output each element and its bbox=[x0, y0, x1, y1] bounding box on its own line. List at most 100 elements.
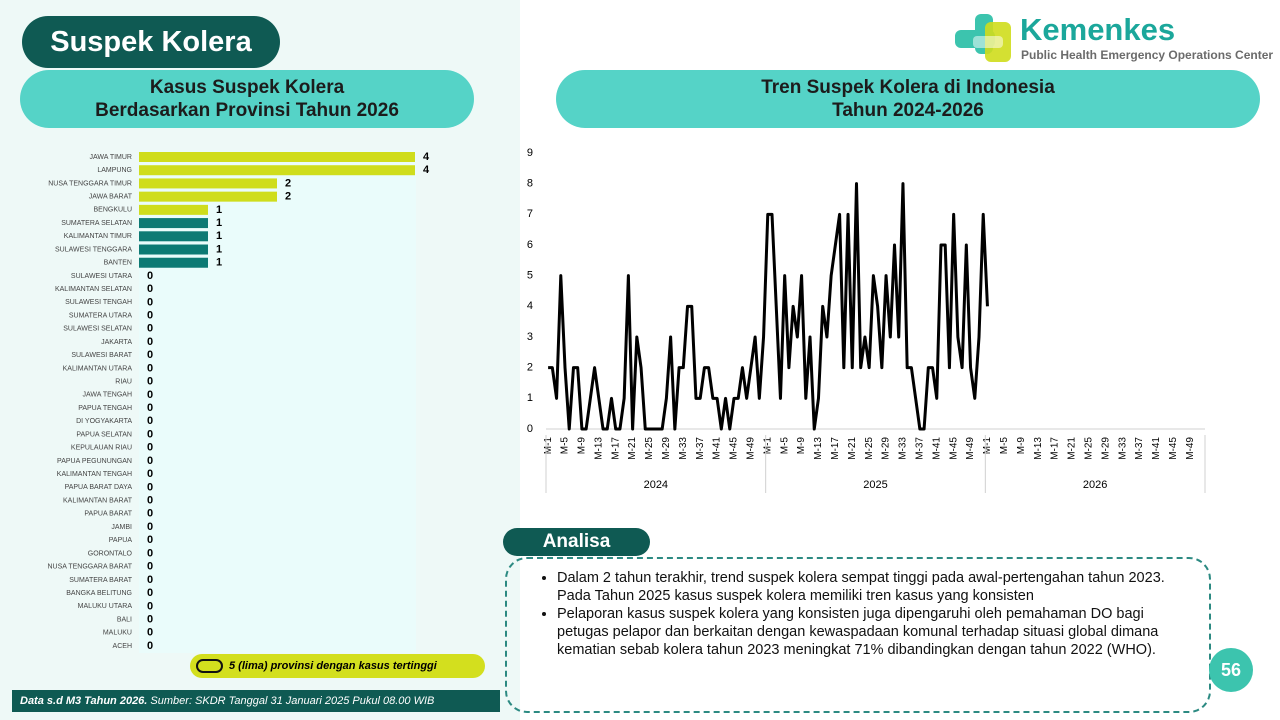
data-label: 0 bbox=[147, 428, 153, 440]
y-tick-label: KEPULAUAN RIAU bbox=[71, 445, 132, 452]
x-tick-label: M-41 bbox=[712, 437, 723, 460]
data-label: 0 bbox=[147, 613, 153, 625]
x-tick-label: M-41 bbox=[931, 437, 942, 460]
bar-chart-title: Kasus Suspek Kolera Berdasarkan Provinsi… bbox=[20, 70, 474, 128]
y-tick-label: KALIMANTAN UTARA bbox=[63, 365, 133, 372]
footer-bold: Data s.d M3 Tahun 2026. bbox=[20, 695, 148, 707]
data-label: 4 bbox=[423, 151, 430, 163]
data-label: 0 bbox=[147, 481, 153, 493]
data-label: 0 bbox=[147, 362, 153, 374]
data-label: 0 bbox=[147, 627, 153, 639]
x-tick-label: M-5 bbox=[999, 437, 1010, 455]
title-line: Berdasarkan Provinsi Tahun 2026 bbox=[95, 100, 399, 121]
x-tick-label: M-29 bbox=[661, 437, 672, 460]
legend-pill bbox=[190, 654, 485, 678]
data-label: 0 bbox=[147, 547, 153, 559]
data-label: 0 bbox=[147, 336, 153, 348]
y-tick-label: 9 bbox=[527, 147, 533, 159]
y-tick-label: KALIMANTAN TIMUR bbox=[64, 233, 132, 240]
data-label: 0 bbox=[147, 415, 153, 427]
legend-symbol bbox=[196, 659, 223, 673]
analysis-list: Dalam 2 tahun terakhir, trend suspek kol… bbox=[537, 569, 1191, 659]
x-tick-label: M-41 bbox=[1151, 437, 1162, 460]
x-tick-label: M-13 bbox=[1033, 437, 1044, 460]
x-tick-label: M-45 bbox=[948, 437, 959, 460]
x-tick-label: M-9 bbox=[1016, 437, 1027, 455]
group-label: 2026 bbox=[1083, 479, 1107, 491]
x-tick-label: M-49 bbox=[746, 437, 757, 460]
data-label: 0 bbox=[147, 323, 153, 335]
x-tick-label: M-37 bbox=[914, 437, 925, 460]
x-tick-label: M-25 bbox=[644, 437, 655, 460]
bar bbox=[139, 218, 208, 229]
data-label: 2 bbox=[285, 191, 291, 203]
x-tick-label: M-33 bbox=[898, 437, 909, 460]
data-label: 0 bbox=[147, 442, 153, 454]
y-tick-label: JAWA BARAT bbox=[89, 193, 133, 200]
data-label: 0 bbox=[147, 270, 153, 282]
data-label: 0 bbox=[147, 640, 153, 652]
page-title: Suspek Kolera bbox=[22, 16, 280, 68]
x-tick-label: M-5 bbox=[560, 437, 571, 455]
y-tick-label: 4 bbox=[527, 300, 533, 312]
x-tick-label: M-9 bbox=[577, 437, 588, 455]
bar bbox=[139, 165, 415, 176]
y-tick-label: MALUKU UTARA bbox=[78, 603, 133, 610]
y-tick-label: JAKARTA bbox=[101, 339, 132, 346]
logo-subtitle: Public Health Emergency Operations Cente… bbox=[1021, 48, 1273, 62]
data-label: 0 bbox=[147, 574, 153, 586]
group-label: 2025 bbox=[863, 479, 887, 491]
bar bbox=[139, 191, 277, 202]
analysis-box: Dalam 2 tahun terakhir, trend suspek kol… bbox=[505, 557, 1211, 713]
analysis-bullet: Dalam 2 tahun terakhir, trend suspek kol… bbox=[557, 569, 1191, 605]
y-tick-label: BALI bbox=[117, 616, 132, 623]
y-tick-label: NUSA TENGGARA TIMUR bbox=[48, 180, 132, 187]
y-tick-label: SUMATERA BARAT bbox=[69, 577, 132, 584]
x-tick-label: M-33 bbox=[678, 437, 689, 460]
x-tick-label: M-21 bbox=[847, 437, 858, 460]
data-label: 0 bbox=[147, 349, 153, 361]
y-tick-label: SUMATERA SELATAN bbox=[61, 220, 132, 227]
x-tick-label: M-1 bbox=[982, 437, 993, 455]
y-tick-label: MALUKU bbox=[103, 630, 132, 637]
data-label: 2 bbox=[285, 177, 291, 189]
bar bbox=[139, 231, 208, 242]
y-tick-label: PAPUA BARAT bbox=[84, 511, 132, 518]
legend-text: 5 (lima) provinsi dengan kasus tertinggi bbox=[229, 660, 438, 672]
data-label: 0 bbox=[147, 521, 153, 533]
y-tick-label: SULAWESI UTARA bbox=[71, 273, 132, 280]
x-tick-label: M-17 bbox=[830, 437, 841, 460]
data-label: 1 bbox=[216, 257, 222, 269]
y-tick-label: KALIMANTAN BARAT bbox=[63, 497, 133, 504]
data-label: 0 bbox=[147, 600, 153, 612]
data-label: 0 bbox=[147, 587, 153, 599]
title-line: Tren Suspek Kolera di Indonesia bbox=[761, 77, 1055, 98]
x-tick-label: M-45 bbox=[1168, 437, 1179, 460]
bar bbox=[139, 204, 208, 215]
group-label: 2024 bbox=[644, 479, 668, 491]
y-tick-label: KALIMANTAN TENGAH bbox=[57, 471, 132, 478]
y-tick-label: BANGKA BELITUNG bbox=[66, 590, 132, 597]
y-tick-label: JAWA TENGAH bbox=[82, 392, 132, 399]
x-tick-label: M-21 bbox=[627, 437, 638, 460]
y-tick-label: JAWA TIMUR bbox=[89, 154, 132, 161]
x-tick-label: M-25 bbox=[864, 437, 875, 460]
y-tick-label: 6 bbox=[527, 239, 533, 251]
data-label: 1 bbox=[216, 243, 222, 255]
x-tick-label: M-37 bbox=[1134, 437, 1145, 460]
x-tick-label: M-1 bbox=[762, 437, 773, 455]
x-tick-label: M-29 bbox=[1100, 437, 1111, 460]
y-tick-label: PAPUA PEGUNUNGAN bbox=[57, 458, 132, 465]
data-label: 1 bbox=[216, 217, 222, 229]
y-tick-label: 0 bbox=[527, 423, 533, 435]
logo bbox=[955, 14, 1011, 62]
x-tick-label: M-49 bbox=[965, 437, 976, 460]
line-series bbox=[548, 182, 989, 431]
data-label: 0 bbox=[147, 376, 153, 388]
bar bbox=[139, 178, 277, 189]
x-tick-label: M-45 bbox=[729, 437, 740, 460]
data-label: 4 bbox=[423, 164, 430, 176]
x-tick-label: M-33 bbox=[1117, 437, 1128, 460]
y-tick-label: SULAWESI TENGGARA bbox=[55, 246, 132, 253]
y-tick-label: 7 bbox=[527, 208, 533, 220]
